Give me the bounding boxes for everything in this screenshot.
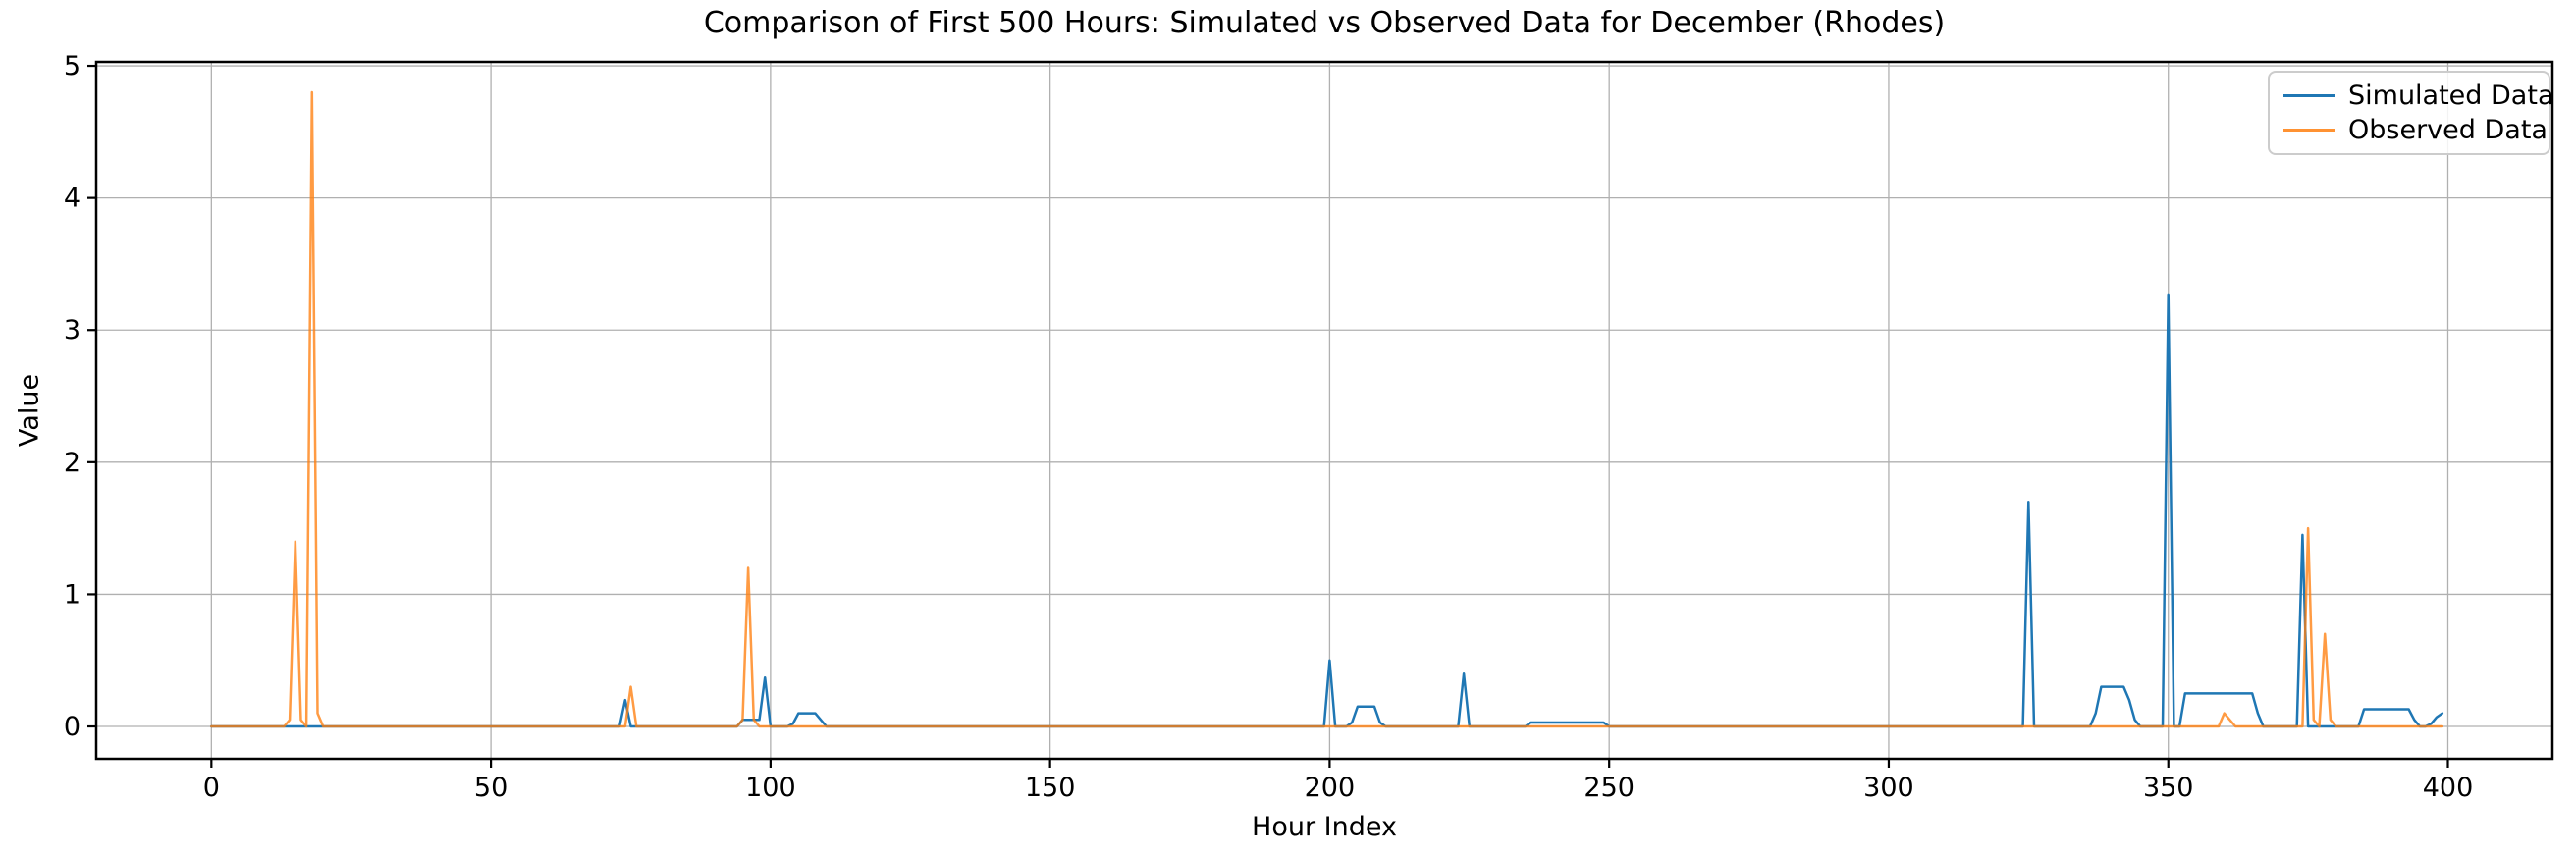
y-tick-label: 1	[64, 579, 80, 610]
series-line-simulated-data	[210, 293, 2444, 728]
x-tick-label: 200	[1305, 773, 1356, 803]
chart-title: Comparison of First 500 Hours: Simulated…	[703, 6, 1946, 40]
series-line-observed-data	[210, 90, 2444, 728]
y-tick-label: 2	[64, 448, 80, 478]
x-tick-label: 100	[745, 773, 796, 803]
x-tick-label: 0	[203, 773, 220, 803]
y-tick-label: 3	[64, 315, 80, 346]
legend-entry-simulated: Simulated Data	[2283, 80, 2554, 111]
y-tick-label: 5	[64, 51, 80, 81]
y-tick-label: 4	[64, 184, 80, 214]
legend: Simulated Data Observed Data	[2268, 71, 2554, 155]
legend-label-simulated: Simulated Data	[2348, 80, 2554, 111]
x-axis-label: Hour Index	[1252, 812, 1397, 842]
x-tick-label: 250	[1583, 773, 1635, 803]
y-tick-label: 0	[64, 712, 80, 742]
legend-entry-observed: Observed Data	[2283, 115, 2548, 145]
y-axis-label: Value	[14, 373, 45, 448]
legend-label-observed: Observed Data	[2348, 115, 2548, 145]
legend-line-sample-observed	[2283, 129, 2334, 132]
x-tick-label: 150	[1025, 773, 1076, 803]
x-tick-label: 400	[2423, 773, 2474, 803]
plot-border	[94, 60, 2554, 761]
legend-line-sample-simulated	[2283, 94, 2334, 97]
x-tick-label: 50	[474, 773, 508, 803]
x-tick-label: 300	[1863, 773, 1914, 803]
x-tick-label: 350	[2143, 773, 2194, 803]
